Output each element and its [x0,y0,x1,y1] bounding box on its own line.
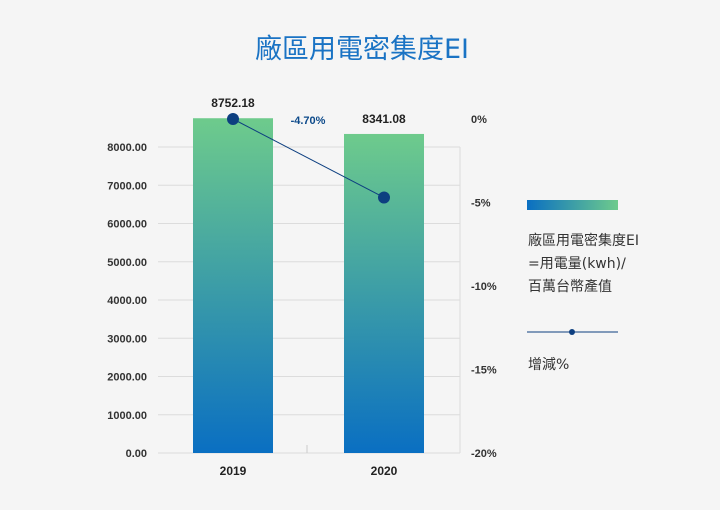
legend-bar-label-line2: =用電量(kwh)/ [528,256,626,272]
annotations: -4.70% [291,115,326,127]
legend-bar-label-line3: 百萬台幣產值 [528,278,612,295]
left-tick-label: 2000.00 [107,372,147,384]
left-tick-label: 8000.00 [107,142,147,154]
change-point [378,191,390,204]
left-tick-label: 5000.00 [107,257,147,269]
change-annotation: -4.70% [291,115,326,127]
right-tick-label: -15% [471,365,497,377]
legend-line-label: 增減% [528,356,569,373]
right-tick-label: -5% [471,198,491,210]
bar-2019 [193,118,273,453]
category-label: 2019 [220,464,247,478]
right-axis-ticks: 0% -5% -10% -15% -20% [471,114,497,460]
bar-2020 [344,133,424,454]
left-tick-label: 4000.00 [107,295,147,307]
change-point [227,113,239,125]
right-tick-label: -20% [471,448,497,460]
left-tick-label: 7000.00 [107,180,147,192]
right-tick-label: -10% [471,281,497,293]
legend: 廠區用電密集度EI =用電量(kwh)/ 百萬台幣產值 增減% [527,200,639,373]
left-tick-label: 0.00 [126,448,147,460]
bar-value-label: 8341.08 [362,112,406,126]
change-line [227,113,390,204]
value-labels: 8752.18 8341.08 [211,96,406,126]
left-tick-label: 6000.00 [107,219,147,231]
chart-title: 廠區用電密集度EI [255,34,469,65]
legend-line-marker [569,329,575,335]
category-labels: 2019 2020 [220,464,398,478]
category-label: 2020 [371,464,398,478]
left-tick-label: 1000.00 [107,410,147,422]
legend-bar-swatch [527,200,618,210]
legend-bar-label-line1: 廠區用電密集度EI [528,232,639,249]
change-line-path [232,118,385,198]
left-axis-ticks: 0.00 1000.00 2000.00 3000.00 4000.00 5000.00 6… [107,142,147,460]
left-tick-label: 3000.00 [107,333,147,345]
right-tick-label: 0% [471,114,487,126]
bar-value-label: 8752.18 [211,96,255,110]
bars [193,118,424,454]
